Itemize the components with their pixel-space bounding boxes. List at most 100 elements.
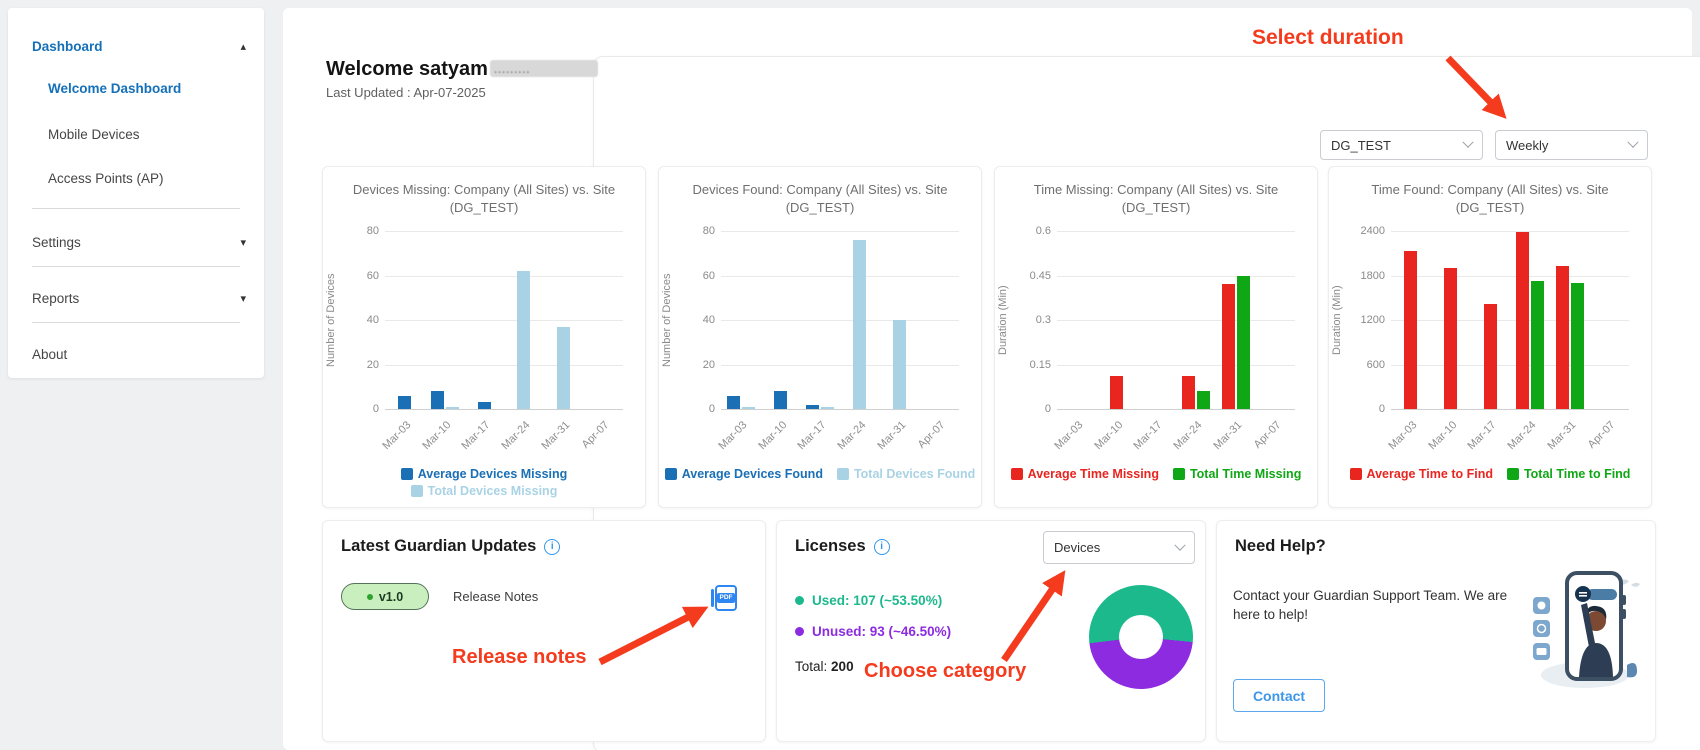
chart-card: Devices Found: Company (All Sites) vs. S…: [658, 166, 982, 508]
chevron-down-icon: [1627, 136, 1639, 148]
gridline: [1057, 275, 1295, 277]
total-value: 200: [831, 659, 854, 674]
license-category-value: Devices: [1054, 540, 1101, 555]
legend-swatch: [410, 485, 423, 497]
updates-card: Latest Guardian Updates i v1.0 Release N…: [322, 520, 766, 742]
site-select[interactable]: DG_TEST: [1320, 130, 1483, 160]
release-notes-label: Release Notes: [453, 589, 539, 604]
chart-legend: Average Time Missing Total Time Missing: [1001, 467, 1311, 481]
total-licenses: Total: 200: [795, 659, 854, 674]
licenses-card: Licenses i Devices Used: 107 (~53.50%) U…: [776, 520, 1206, 742]
pdf-icon[interactable]: PDF: [711, 585, 737, 611]
y-tick-label: 40: [366, 314, 379, 326]
y-tick-label: 80: [366, 225, 379, 237]
sidebar-item-label: Settings: [32, 234, 81, 250]
sidebar-item-welcome-dashboard[interactable]: Welcome Dashboard: [8, 76, 264, 100]
chart-title: Time Missing: Company (All Sites) vs. Si…: [1033, 182, 1279, 216]
gridline: [385, 275, 623, 277]
info-icon[interactable]: i: [544, 538, 561, 555]
legend-swatch: [1010, 468, 1023, 480]
welcome-text: Welcome satyam: [326, 58, 488, 80]
chart-card: Devices Missing: Company (All Sites) vs.…: [322, 166, 646, 508]
sidebar-item-dashboard[interactable]: Dashboard ▴: [8, 34, 264, 58]
bar: [774, 391, 787, 409]
support-illustration: [1533, 571, 1640, 688]
legend-item: Average Devices Missing: [400, 467, 567, 481]
help-message: Contact your Guardian Support Team. We a…: [1233, 588, 1508, 622]
sidebar-item-about[interactable]: About: [8, 342, 264, 366]
legend-label: Total Time Missing: [1189, 467, 1302, 481]
status-dot-icon: [366, 593, 373, 600]
chevron-down-icon: [1462, 136, 1474, 148]
chart-legend: Average Devices Missing Total Devices Mis…: [329, 467, 639, 498]
bar: [1196, 391, 1210, 409]
bar: [726, 395, 740, 409]
version-badge[interactable]: v1.0: [341, 583, 429, 610]
sidebar-item-settings[interactable]: Settings ▾: [8, 230, 264, 254]
y-tick-label: 60: [366, 269, 379, 282]
gridline: [1391, 320, 1629, 321]
legend-swatch: [1506, 468, 1519, 480]
y-tick-label: 0: [372, 403, 379, 415]
legend-label: Average Time Missing: [1027, 467, 1159, 481]
unused-dot-icon: [795, 627, 804, 636]
chart-card: Time Found: Company (All Sites) vs. Site…: [1328, 166, 1652, 508]
legend-item: Total Devices Missing: [410, 484, 557, 498]
bar: [477, 402, 491, 409]
chart-legend: Average Time to Find Total Time to Find: [1335, 467, 1645, 481]
x-tick-label: Mar-31: [1544, 419, 1578, 453]
legend-label: Average Time to Find: [1366, 467, 1493, 481]
chart-title: Devices Found: Company (All Sites) vs. S…: [692, 182, 948, 216]
gridline: [1391, 275, 1629, 277]
legend-item: Total Time to Find: [1506, 467, 1630, 481]
last-updated: Last Updated : Apr-07-2025: [326, 85, 486, 100]
gridline: [721, 231, 959, 232]
legend-swatch: [1172, 468, 1185, 480]
plot-area: [385, 231, 623, 410]
legend-item: Average Time to Find: [1349, 467, 1493, 481]
sidebar: Dashboard ▴ Welcome Dashboard Mobile Dev…: [8, 8, 264, 378]
licenses-title: Licenses: [795, 537, 866, 555]
sidebar-item-label: Reports: [32, 290, 80, 306]
y-tick-label: 2400: [1360, 225, 1385, 237]
y-axis-label: Duration (Min): [997, 285, 1009, 355]
gridline: [721, 320, 959, 321]
chevron-down-icon[interactable]: ▾: [240, 236, 246, 249]
info-icon[interactable]: i: [873, 538, 890, 555]
legend-label: Average Devices Found: [681, 467, 823, 481]
used-licenses: Used: 107 (~53.50%): [795, 593, 942, 608]
duration-select[interactable]: Weekly: [1495, 130, 1648, 160]
gridline: [1391, 231, 1629, 232]
gridline: [1057, 320, 1295, 321]
x-tick-label: Mar-24: [1171, 419, 1205, 453]
y-tick-label: 1200: [1360, 314, 1385, 326]
pdf-icon-label: PDF: [717, 593, 735, 603]
license-category-select[interactable]: Devices: [1043, 531, 1195, 564]
chevron-down-icon[interactable]: ▾: [240, 292, 246, 305]
sidebar-item-mobile-devices[interactable]: Mobile Devices: [8, 122, 264, 146]
legend-item: Total Time Missing: [1172, 467, 1302, 481]
chevron-up-icon[interactable]: ▴: [240, 40, 246, 53]
unused-licenses: Unused: 93 (~46.50%): [795, 624, 951, 639]
gridline: [1057, 409, 1295, 410]
gridline: [385, 364, 623, 366]
bar: [1221, 284, 1235, 409]
bar: [1483, 303, 1497, 409]
y-tick-label: 1800: [1360, 269, 1385, 282]
y-tick-label: 60: [702, 269, 715, 282]
bar: [1444, 268, 1457, 409]
gridline: [721, 275, 959, 277]
y-axis-label: Number of Devices: [661, 273, 673, 367]
bar: [445, 406, 459, 409]
annotation-release-notes: Release notes: [452, 646, 587, 668]
sidebar-item-reports[interactable]: Reports ▾: [8, 286, 264, 310]
annotation-choose-category: Choose category: [864, 660, 1027, 682]
unused-label: Unused: 93 (~46.50%): [812, 624, 952, 639]
sidebar-item-access-points[interactable]: Access Points (AP): [8, 166, 264, 190]
bar: [1570, 282, 1584, 409]
y-tick-label: 0: [1378, 403, 1385, 415]
y-tick-label: 0: [1044, 403, 1051, 415]
contact-button[interactable]: Contact: [1233, 679, 1325, 712]
divider: [32, 266, 240, 267]
gridline: [1057, 364, 1295, 366]
